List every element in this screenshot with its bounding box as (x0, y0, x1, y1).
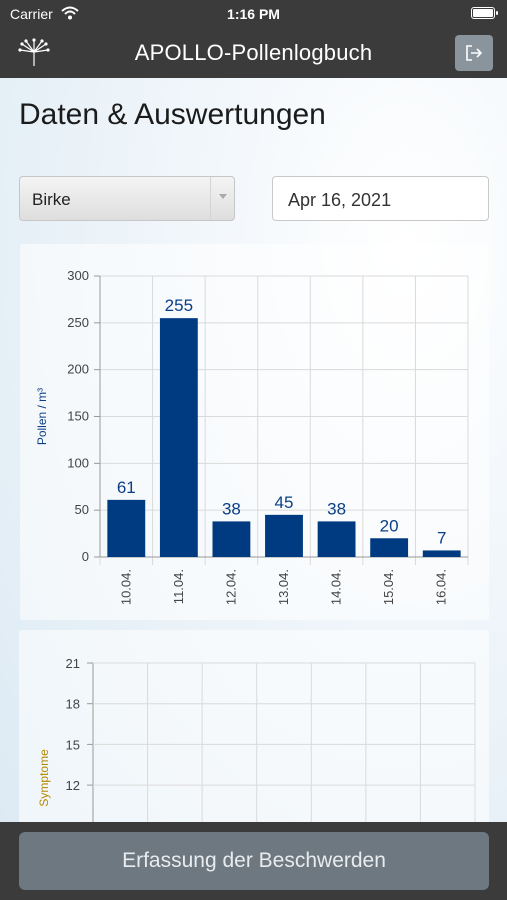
y-tick-label: 15 (66, 737, 80, 752)
carrier-label: Carrier (10, 6, 53, 22)
logout-button[interactable] (455, 35, 493, 71)
app-title: APOLLO-Pollenlogbuch (134, 40, 373, 65)
bar (265, 514, 303, 557)
y-tick-label: 21 (66, 656, 80, 671)
y-axis-label: Pollen / m³ (35, 388, 49, 445)
x-tick-label: 11.04. (171, 569, 186, 604)
pollen-chart-svg: 0 50 100 150 200 250 300 Pollen / m³ 61 10.04. 255… (35, 268, 469, 605)
chevron-down-icon (210, 177, 234, 220)
bar (212, 521, 251, 557)
y-tick-label: 100 (67, 455, 89, 470)
y-tick-label: 18 (66, 697, 80, 712)
bar-value-label: 61 (117, 478, 136, 497)
page-title: Daten & Auswertungen (19, 98, 326, 131)
bar-value-label: 7 (437, 528, 446, 547)
bar (317, 521, 356, 557)
logout-icon (466, 45, 483, 61)
x-tick-label: 15.04. (381, 569, 396, 605)
x-tick-label: 14.04. (329, 569, 344, 605)
y-tick-label: 250 (67, 315, 89, 330)
y-tick-label: 200 (67, 362, 89, 377)
bar (370, 538, 409, 557)
wifi-icon (61, 6, 79, 23)
date-field[interactable]: Apr 16, 2021 (272, 176, 489, 221)
bar-value-label: 255 (165, 296, 193, 315)
y-tick-label: 0 (82, 549, 89, 564)
pollen-type-value: Birke (32, 190, 71, 209)
x-tick-label: 10.04. (118, 569, 133, 605)
status-bar: Carrier 1:16 PM (0, 0, 507, 30)
battery-icon (471, 7, 498, 19)
y-axis-label: Symptome (37, 749, 51, 807)
bar (422, 550, 461, 557)
bar (159, 318, 198, 557)
bar-value-label: 20 (380, 516, 399, 535)
navigation-bar: APOLLO-Pollenlogbuch (0, 30, 507, 78)
x-tick-label: 13.04. (276, 569, 291, 605)
y-tick-label: 50 (75, 502, 89, 517)
x-tick-label: 12.04. (223, 569, 238, 605)
status-time: 1:16 PM (227, 6, 280, 22)
date-value: Apr 16, 2021 (288, 190, 392, 210)
bar-value-label: 45 (275, 493, 294, 512)
dandelion-seed-icon (16, 38, 52, 68)
y-tick-label: 300 (67, 268, 89, 283)
pollen-type-select[interactable]: Birke (19, 176, 235, 221)
main-content: Daten & Auswertungen Birke Apr 16, 2021 … (0, 78, 507, 900)
bar-value-label: 38 (222, 499, 241, 518)
record-complaints-button[interactable]: Erfassung der Beschwerden (19, 832, 489, 890)
pollen-chart: 0 50 100 150 200 250 300 Pollen / m³ 61 10.04. 255… (20, 244, 489, 620)
bar-value-label: 38 (327, 499, 346, 518)
x-tick-label: 16.04. (434, 569, 449, 605)
y-tick-label: 150 (67, 409, 89, 424)
bar (107, 499, 146, 557)
y-tick-label: 12 (66, 778, 80, 793)
bottom-bar: Erfassung der Beschwerden (0, 822, 507, 900)
